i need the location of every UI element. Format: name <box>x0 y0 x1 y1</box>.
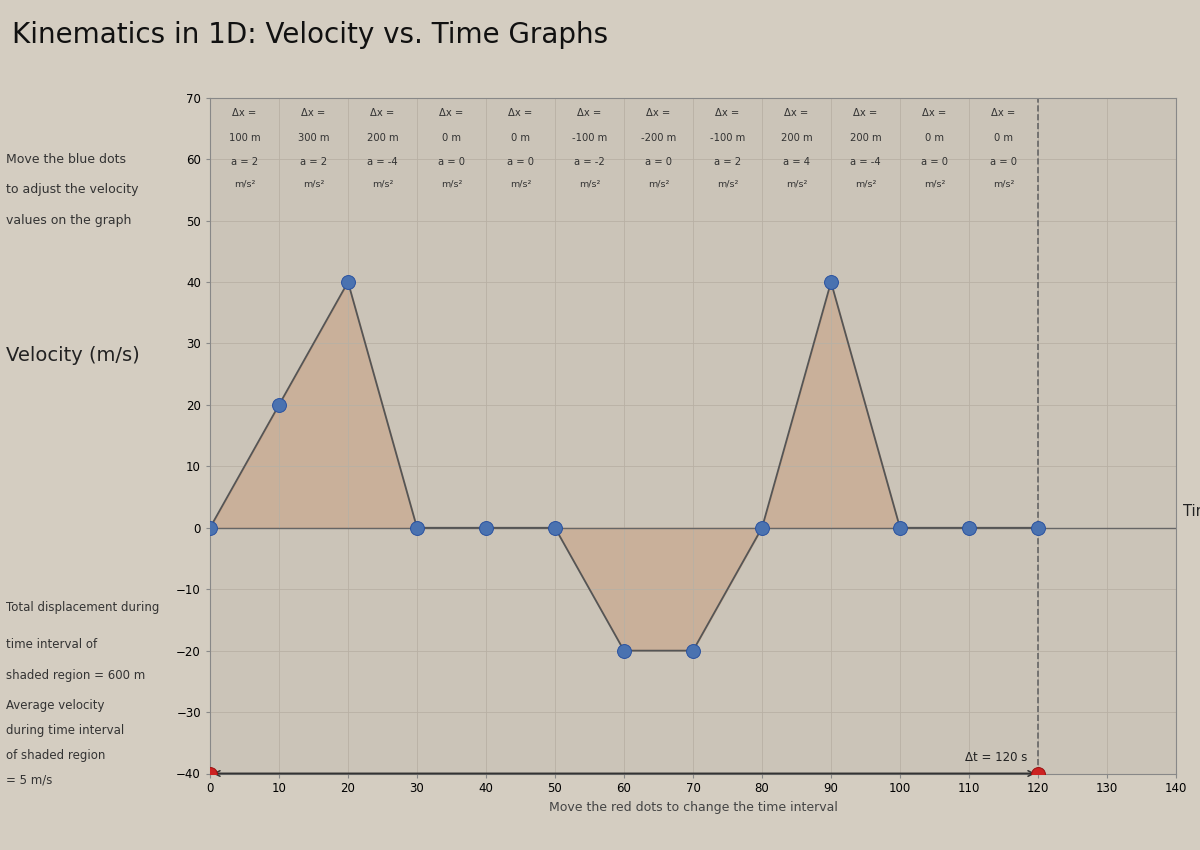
Text: -200 m: -200 m <box>641 133 676 143</box>
Text: 0 m: 0 m <box>442 133 461 143</box>
Text: Average velocity: Average velocity <box>6 700 104 712</box>
Text: Move the blue dots: Move the blue dots <box>6 153 126 166</box>
Text: m/s²: m/s² <box>510 179 532 188</box>
Text: Δx =: Δx = <box>923 108 947 118</box>
Text: Δt = 120 s: Δt = 120 s <box>965 751 1027 764</box>
Text: -100 m: -100 m <box>710 133 745 143</box>
Text: Velocity (m/s): Velocity (m/s) <box>6 346 139 366</box>
Text: Δx =: Δx = <box>301 108 325 118</box>
Text: values on the graph: values on the graph <box>6 214 131 227</box>
Text: 200 m: 200 m <box>850 133 881 143</box>
Text: a = 4: a = 4 <box>784 157 810 167</box>
Text: a = -2: a = -2 <box>574 157 605 167</box>
Text: Total displacement during: Total displacement during <box>6 601 160 615</box>
Text: a = 0: a = 0 <box>646 157 672 167</box>
Text: Δx =: Δx = <box>785 108 809 118</box>
Text: 100 m: 100 m <box>229 133 260 143</box>
Text: Δx =: Δx = <box>577 108 601 118</box>
Text: Move the red dots to change the time interval: Move the red dots to change the time int… <box>548 802 838 814</box>
Text: 0 m: 0 m <box>511 133 530 143</box>
Text: = 5 m/s: = 5 m/s <box>6 774 53 786</box>
Text: time interval of: time interval of <box>6 638 97 651</box>
Text: Δx =: Δx = <box>233 108 257 118</box>
Text: Δx =: Δx = <box>647 108 671 118</box>
Text: Δx =: Δx = <box>853 108 877 118</box>
Text: Δx =: Δx = <box>371 108 395 118</box>
Text: m/s²: m/s² <box>578 179 600 188</box>
Text: m/s²: m/s² <box>992 179 1014 188</box>
Text: m/s²: m/s² <box>716 179 738 188</box>
Text: a = 0: a = 0 <box>438 157 466 167</box>
Text: -100 m: -100 m <box>572 133 607 143</box>
Text: 200 m: 200 m <box>781 133 812 143</box>
Text: a = 0: a = 0 <box>922 157 948 167</box>
Text: Δx =: Δx = <box>715 108 739 118</box>
Text: a = -4: a = -4 <box>850 157 881 167</box>
Text: m/s²: m/s² <box>440 179 462 188</box>
Text: m/s²: m/s² <box>648 179 670 188</box>
Text: m/s²: m/s² <box>234 179 256 188</box>
Text: 0 m: 0 m <box>925 133 944 143</box>
Text: 300 m: 300 m <box>298 133 329 143</box>
Text: Δx =: Δx = <box>991 108 1015 118</box>
Text: m/s²: m/s² <box>924 179 946 188</box>
Text: of shaded region: of shaded region <box>6 749 106 762</box>
Text: a = -4: a = -4 <box>367 157 398 167</box>
Text: a = 0: a = 0 <box>508 157 534 167</box>
Text: 0 m: 0 m <box>994 133 1013 143</box>
Text: shaded region = 600 m: shaded region = 600 m <box>6 669 145 682</box>
Text: m/s²: m/s² <box>302 179 324 188</box>
Text: a = 2: a = 2 <box>300 157 328 167</box>
Text: m/s²: m/s² <box>372 179 394 188</box>
Text: a = 0: a = 0 <box>990 157 1016 167</box>
Text: during time interval: during time interval <box>6 724 125 737</box>
Text: 200 m: 200 m <box>367 133 398 143</box>
Text: a = 2: a = 2 <box>714 157 742 167</box>
Text: Kinematics in 1D: Velocity vs. Time Graphs: Kinematics in 1D: Velocity vs. Time Grap… <box>12 21 608 49</box>
Text: to adjust the velocity: to adjust the velocity <box>6 184 138 196</box>
Text: Time (s): Time (s) <box>1183 503 1200 518</box>
Text: m/s²: m/s² <box>854 179 876 188</box>
Text: m/s²: m/s² <box>786 179 808 188</box>
Text: Δx =: Δx = <box>509 108 533 118</box>
Text: Δx =: Δx = <box>439 108 463 118</box>
Text: a = 2: a = 2 <box>230 157 258 167</box>
